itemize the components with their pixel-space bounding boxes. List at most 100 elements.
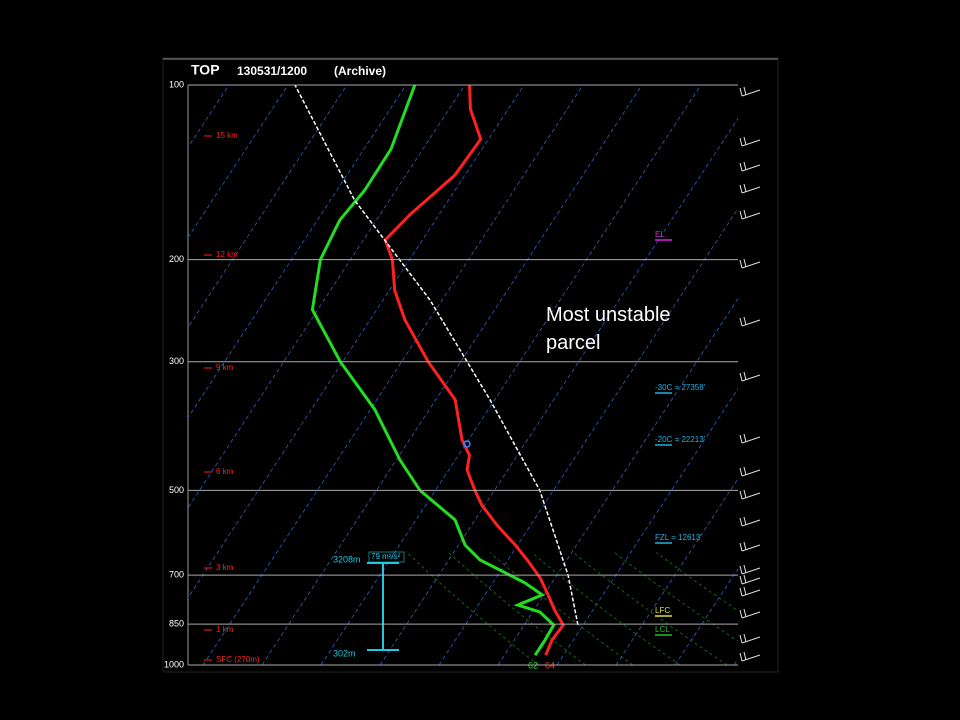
station: TOP — [191, 62, 220, 78]
wind-barb-flag — [743, 586, 747, 596]
wind-barb-flag — [739, 587, 743, 597]
wind-barb-flag — [739, 565, 743, 575]
height-label: 15 km — [216, 131, 238, 140]
level-label: FZL = 12613' — [655, 533, 702, 542]
wind-barb-flag — [743, 516, 747, 526]
isotherm — [0, 85, 111, 665]
wind-barb — [741, 544, 761, 552]
isotherm — [320, 85, 702, 665]
height-label: 6 km — [216, 467, 234, 476]
wind-barb-flag — [739, 434, 743, 444]
y-tick-label: 700 — [169, 570, 184, 580]
height-label: 3 km — [216, 563, 234, 572]
profile-line — [383, 85, 565, 656]
annotation: Most unstable parcel — [546, 304, 671, 354]
layer-top: 3208m — [333, 554, 361, 564]
wind-barb — [741, 374, 761, 382]
wind-barb-flag — [739, 259, 743, 269]
wind-barb-flag — [743, 209, 747, 219]
wind-barb-flag — [743, 633, 747, 643]
wind-barb-flag — [739, 317, 743, 327]
y-tick-label: 1000 — [164, 659, 184, 669]
wind-barb-flag — [743, 574, 747, 584]
isotherm — [0, 85, 52, 665]
height-label: 12 km — [216, 250, 238, 259]
wind-barb-flag — [739, 372, 743, 382]
wind-barb — [741, 519, 761, 527]
wind-barb — [741, 492, 761, 500]
wind-barb — [741, 577, 761, 585]
wind-barb-flag — [743, 86, 747, 96]
wind-barb-flag — [743, 371, 747, 381]
wind-barb-flag — [739, 467, 743, 477]
wind-barb-flag — [743, 433, 747, 443]
wind-barb-flag — [739, 517, 743, 527]
wind-barb — [741, 89, 761, 97]
wind-barb — [741, 636, 761, 644]
source: (Archive) — [334, 64, 386, 78]
wind-barb — [741, 139, 761, 147]
isotherm — [615, 478, 738, 665]
wind-barb-flag — [743, 651, 747, 661]
isotherm — [793, 85, 960, 665]
level-label: -20C = 22213' — [655, 435, 706, 444]
wind-barb-flag — [743, 136, 747, 146]
wind-barb-flag — [739, 184, 743, 194]
y-tick-label: 100 — [169, 79, 184, 89]
isotherm — [202, 85, 584, 665]
wind-barb-flag — [739, 652, 743, 662]
wind-barb — [741, 611, 761, 619]
level-label: -30C = 27358' — [655, 383, 706, 392]
wind-barb-flag — [743, 161, 747, 171]
wind-barb-flag — [739, 87, 743, 97]
wind-barb — [741, 567, 761, 575]
dry-adiabat — [448, 552, 586, 665]
level-label: LCL — [655, 625, 670, 634]
isotherm — [497, 297, 738, 665]
wind-barb-flag — [743, 564, 747, 574]
layer-bottom: 302m — [333, 648, 356, 658]
isotherm — [188, 85, 466, 509]
isotherm — [188, 85, 289, 239]
wind-barb — [741, 261, 761, 269]
wind-barb-flag — [743, 489, 747, 499]
wind-barb-flag — [743, 541, 747, 551]
y-tick-label: 300 — [169, 356, 184, 366]
srh: 79 m²/s² — [371, 552, 401, 561]
srh-box — [368, 551, 405, 563]
wind-barb — [741, 436, 761, 444]
wind-barb-flag — [743, 183, 747, 193]
isotherm — [188, 85, 407, 419]
isotherm — [261, 85, 643, 665]
isotherm — [188, 85, 348, 329]
isotherm — [0, 85, 170, 665]
isotherm — [438, 207, 738, 665]
height-label: SFC (270m) — [216, 655, 260, 664]
wind-barb-flag — [739, 542, 743, 552]
wind-barb — [741, 164, 761, 172]
wind-barb — [741, 212, 761, 220]
wind-barb-flag — [739, 137, 743, 147]
wind-barb — [741, 654, 761, 662]
height-label: 9 km — [216, 363, 234, 372]
wind-barb-flag — [739, 210, 743, 220]
panel — [162, 57, 779, 673]
wind-barb-flag — [739, 575, 743, 585]
y-tick-label: 850 — [169, 618, 184, 628]
level-label: LFC — [655, 606, 670, 615]
profile-line — [310, 85, 556, 657]
wind-barb-flag — [739, 162, 743, 172]
time: 130531/1200 — [237, 64, 307, 78]
marker — [463, 440, 471, 448]
level-label: EL — [655, 230, 665, 239]
y-tick-label: 200 — [169, 254, 184, 264]
y-tick-label: 500 — [169, 485, 184, 495]
wind-barb — [741, 469, 761, 477]
height-label: 1 km — [216, 625, 234, 634]
wind-barb — [741, 186, 761, 194]
wind-barb — [741, 319, 761, 327]
wind-barb-flag — [739, 490, 743, 500]
wind-barb-flag — [743, 316, 747, 326]
